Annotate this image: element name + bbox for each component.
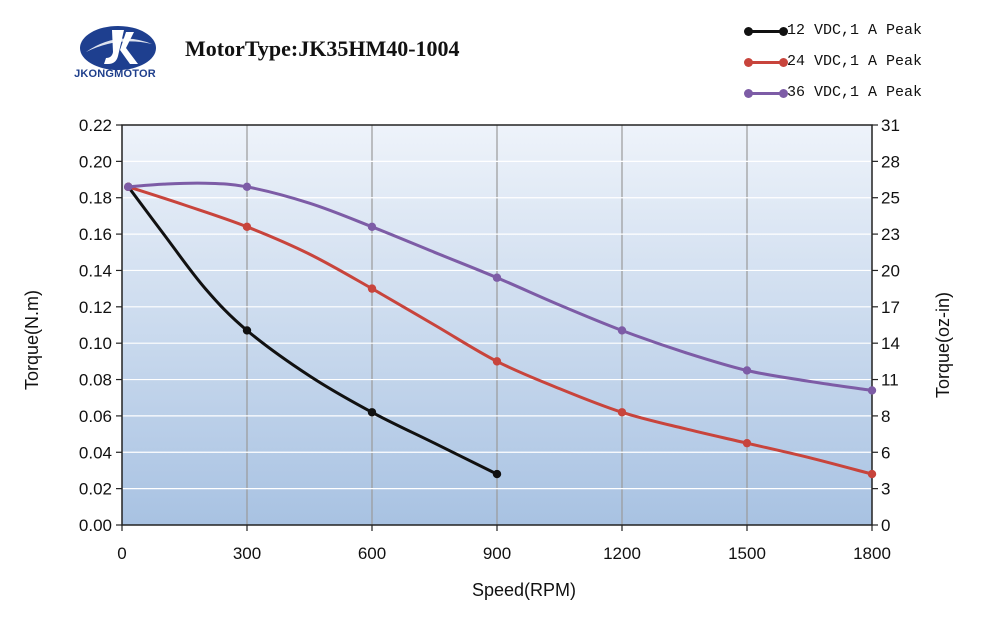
jkongmotor-logo-icon xyxy=(80,26,156,70)
data-point-24v xyxy=(242,222,252,232)
y2-tick-label: 28 xyxy=(881,152,900,171)
y2-axis-title: Torque(oz-in) xyxy=(933,292,953,398)
data-point-24v xyxy=(492,357,502,366)
x-tick-label: 300 xyxy=(233,544,261,563)
y-tick-label: 0.20 xyxy=(79,152,112,171)
grid-lines xyxy=(122,125,872,525)
data-point-12v xyxy=(367,408,377,417)
x-axis-title: Speed(RPM) xyxy=(472,580,576,600)
data-point-24v xyxy=(742,438,752,448)
x-axis-ticks: 0 300 600 900 1200 1500 1800 xyxy=(117,525,891,563)
y-tick-label: 0.00 xyxy=(79,516,112,535)
y2-tick-label: 6 xyxy=(881,443,890,462)
y-tick-label: 0.18 xyxy=(79,189,112,208)
y-axis-ticks: 0.00 0.02 0.04 0.06 0.08 0.10 0.12 0.14 0.16 0.18… xyxy=(79,116,122,535)
y-axis-title: Torque(N.m) xyxy=(22,290,42,390)
x-tick-label: 1200 xyxy=(603,544,641,563)
x-tick-label: 1800 xyxy=(853,544,891,563)
y-tick-label: 0.02 xyxy=(79,480,112,499)
x-tick-label: 0 xyxy=(117,544,126,563)
legend-marker xyxy=(744,27,753,36)
data-point-12v xyxy=(242,326,252,335)
y2-tick-label: 11 xyxy=(881,371,899,390)
legend-label: 24 VDC,1 A Peak xyxy=(787,53,923,70)
y-tick-label: 0.14 xyxy=(79,261,112,280)
y2-tick-label: 8 xyxy=(881,407,890,426)
legend-label: 36 VDC,1 A Peak xyxy=(787,84,923,101)
data-point-24v xyxy=(367,284,377,293)
data-point-12v xyxy=(492,469,502,479)
y2-axis-ticks: 0 3 6 8 11 14 17 20 23 25 28 31 xyxy=(872,116,900,535)
legend-marker xyxy=(779,89,788,98)
legend-marker xyxy=(744,58,753,67)
data-point-24v xyxy=(617,408,627,417)
data-point-36v xyxy=(867,386,877,395)
legend-marker xyxy=(744,89,753,98)
series-group xyxy=(124,181,877,479)
y-tick-label: 0.10 xyxy=(79,334,112,353)
series-line-36v xyxy=(126,181,874,392)
y2-tick-label: 14 xyxy=(881,334,900,353)
series-line-12v xyxy=(126,185,499,476)
y-tick-label: 0.04 xyxy=(79,443,112,462)
legend-swatch-line xyxy=(748,30,782,33)
data-point-36v xyxy=(242,182,252,192)
data-point-36v xyxy=(124,182,133,192)
y2-tick-label: 3 xyxy=(881,480,890,499)
y2-tick-label: 23 xyxy=(881,225,900,244)
y-tick-label: 0.22 xyxy=(79,116,112,135)
y2-tick-label: 20 xyxy=(881,261,900,280)
x-tick-label: 900 xyxy=(483,544,511,563)
y2-tick-label: 0 xyxy=(881,516,890,535)
x-tick-label: 600 xyxy=(358,544,386,563)
data-point-36v xyxy=(742,366,752,375)
legend-label: 12 VDC,1 A Peak xyxy=(787,22,923,39)
y-tick-label: 0.08 xyxy=(79,371,112,390)
legend-marker xyxy=(779,58,788,67)
y-tick-label: 0.06 xyxy=(79,407,112,426)
logo-text: JKONGMOTOR xyxy=(74,68,156,80)
y2-tick-label: 25 xyxy=(881,189,900,208)
y2-tick-label: 17 xyxy=(881,298,900,317)
legend-marker xyxy=(779,27,788,36)
y-tick-label: 0.16 xyxy=(79,225,112,244)
y2-tick-label: 31 xyxy=(881,116,900,135)
legend-swatch-line xyxy=(748,92,782,95)
data-point-36v xyxy=(492,273,502,282)
data-point-36v xyxy=(617,326,627,335)
y-tick-label: 0.12 xyxy=(79,298,112,317)
x-tick-label: 1500 xyxy=(728,544,766,563)
legend-swatch-line xyxy=(748,61,782,64)
chart-title: MotorType:JK35HM40-1004 xyxy=(185,36,460,61)
data-point-36v xyxy=(367,222,377,232)
data-point-24v xyxy=(867,469,877,479)
